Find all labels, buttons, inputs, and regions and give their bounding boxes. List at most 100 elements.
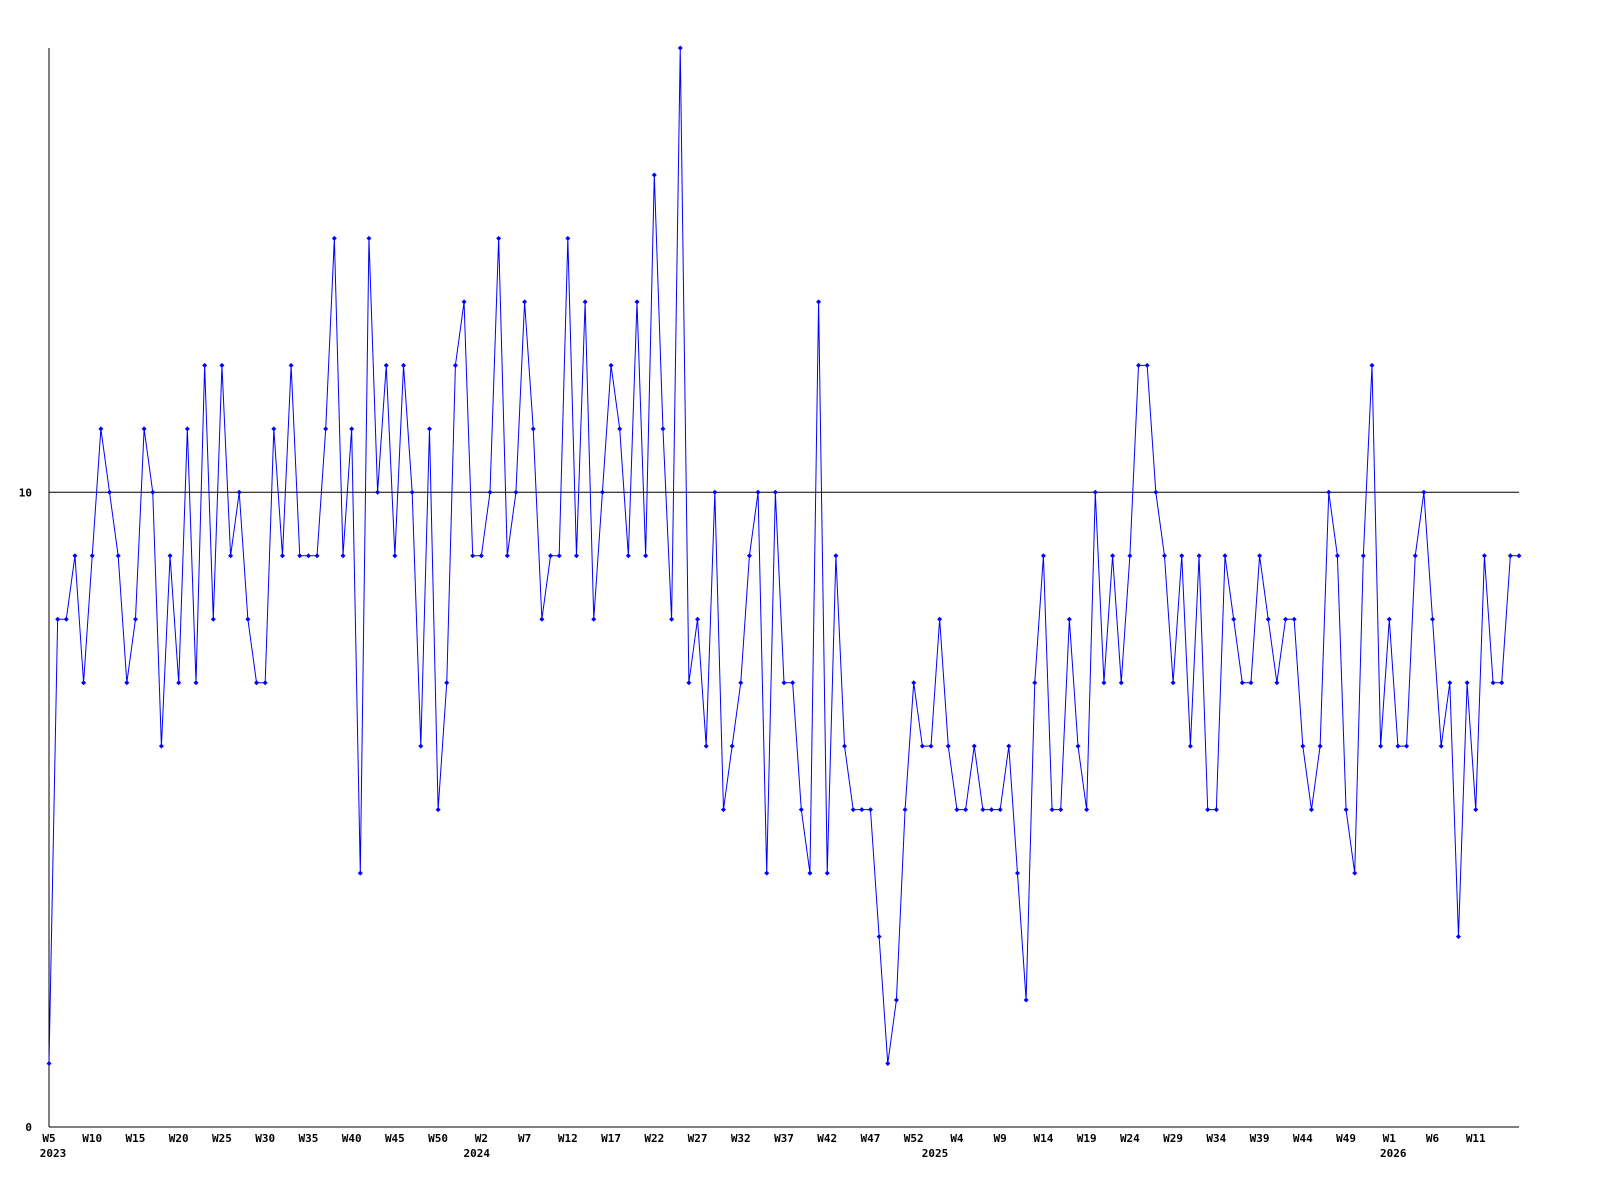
data-point [764, 870, 770, 876]
data-point [625, 553, 631, 559]
data-point [297, 553, 303, 559]
data-point [850, 807, 856, 813]
data-point [271, 426, 277, 432]
data-point [504, 553, 510, 559]
x-tick-label: W9 [994, 1132, 1007, 1145]
data-point [331, 235, 337, 241]
data-point [720, 807, 726, 813]
data-point [548, 553, 554, 559]
data-point [651, 172, 657, 178]
x-tick-label: W47 [861, 1132, 881, 1145]
data-point [1127, 553, 1133, 559]
x-tick-label: W34 [1206, 1132, 1226, 1145]
data-point [1490, 680, 1496, 686]
data-point [1274, 680, 1280, 686]
data-point [1412, 553, 1418, 559]
data-point [1430, 616, 1436, 622]
data-point [1222, 553, 1228, 559]
data-point [349, 426, 355, 432]
data-point [452, 362, 458, 368]
x-tick-label: W11 [1466, 1132, 1486, 1145]
x-tick-label: W24 [1120, 1132, 1140, 1145]
data-point [677, 45, 683, 51]
data-point [1395, 743, 1401, 749]
data-point [1455, 934, 1461, 940]
data-point [401, 362, 407, 368]
data-point [418, 743, 424, 749]
x-tick-label: W27 [688, 1132, 708, 1145]
data-point [1507, 553, 1513, 559]
x-tick-label: W4 [950, 1132, 964, 1145]
data-point [885, 1061, 891, 1067]
data-point [1308, 807, 1314, 813]
data-point [954, 807, 960, 813]
data-point [859, 807, 865, 813]
data-point [1084, 807, 1090, 813]
data-point [1014, 870, 1020, 876]
x-tick-label: W5 [42, 1132, 55, 1145]
data-point [1239, 680, 1245, 686]
data-point [712, 489, 718, 495]
data-point [643, 553, 649, 559]
x-tick-label: W50 [428, 1132, 448, 1145]
data-point [833, 553, 839, 559]
x-tick-label: W14 [1033, 1132, 1053, 1145]
data-point [1334, 553, 1340, 559]
data-point [599, 489, 605, 495]
data-point [565, 235, 571, 241]
data-point [383, 362, 389, 368]
data-point [1326, 489, 1332, 495]
data-point [634, 299, 640, 305]
x-tick-label: W42 [817, 1132, 837, 1145]
x-year-label: 2023 [40, 1147, 67, 1160]
x-tick-label: W15 [126, 1132, 146, 1145]
data-point [478, 553, 484, 559]
data-point [798, 807, 804, 813]
data-point [1360, 553, 1366, 559]
x-tick-label: W25 [212, 1132, 232, 1145]
data-point [729, 743, 735, 749]
data-point [288, 362, 294, 368]
data-point [513, 489, 519, 495]
data-point [1110, 553, 1116, 559]
data-point [824, 870, 830, 876]
data-point [1421, 489, 1427, 495]
x-tick-label: W30 [255, 1132, 275, 1145]
data-point [132, 616, 138, 622]
data-point [539, 616, 545, 622]
data-point [1343, 807, 1349, 813]
data-point [1136, 362, 1142, 368]
data-point [1205, 807, 1211, 813]
x-tick-label: W6 [1426, 1132, 1440, 1145]
x-tick-label: W2 [475, 1132, 488, 1145]
x-year-label: 2024 [463, 1147, 490, 1160]
data-point [210, 616, 216, 622]
data-point [755, 489, 761, 495]
data-point [46, 1061, 52, 1067]
data-point [184, 426, 190, 432]
x-tick-label: W52 [904, 1132, 924, 1145]
data-point [176, 680, 182, 686]
data-point [435, 807, 441, 813]
data-point [1386, 616, 1392, 622]
data-point [582, 299, 588, 305]
data-point [228, 553, 234, 559]
data-point [1378, 743, 1384, 749]
data-point [1144, 362, 1150, 368]
x-year-label: 2026 [1380, 1147, 1407, 1160]
data-point [971, 743, 977, 749]
data-point [963, 807, 969, 813]
data-point [1196, 553, 1202, 559]
data-point [141, 426, 147, 432]
data-point [72, 553, 78, 559]
data-point [746, 553, 752, 559]
data-point [816, 299, 822, 305]
x-tick-label: W44 [1293, 1132, 1313, 1145]
data-point [530, 426, 536, 432]
data-point [409, 489, 415, 495]
data-point [366, 235, 372, 241]
data-point [1300, 743, 1306, 749]
data-point [305, 553, 311, 559]
data-point [158, 743, 164, 749]
